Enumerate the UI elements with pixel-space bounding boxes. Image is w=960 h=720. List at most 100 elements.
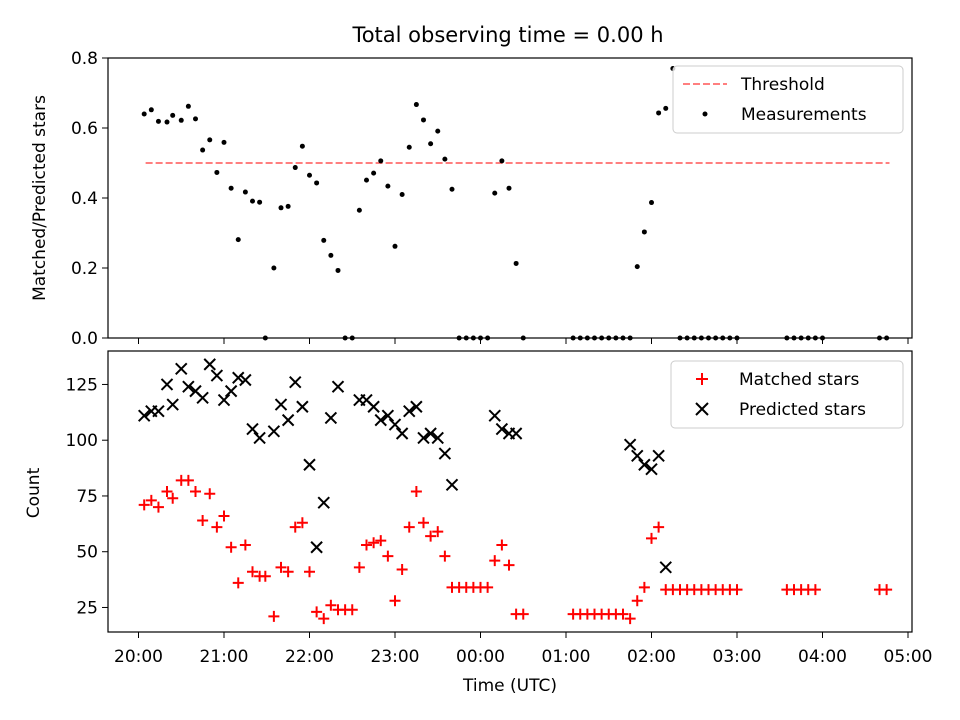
y-tick-label: 125 [66, 375, 98, 395]
legend-measurements-swatch [702, 111, 708, 117]
measurement-point [148, 107, 154, 113]
matched-star-point [145, 494, 157, 506]
matched-star-point [375, 535, 387, 547]
predicted-star-point [438, 447, 452, 460]
top-chart-title: Total observing time = 0.00 h [351, 23, 663, 47]
measurement-point [164, 119, 170, 125]
y-tick-label: 50 [76, 543, 98, 563]
matched-star-point [247, 566, 258, 578]
legend-matched-label: Matched stars [739, 370, 859, 390]
predicted-star-point [659, 561, 672, 574]
predicted-star-point [210, 369, 224, 382]
matched-star-point [382, 550, 394, 562]
measurement-point [385, 183, 391, 189]
measurement-point [641, 229, 647, 235]
y-tick-label: 0.8 [71, 49, 98, 69]
predicted-star-point [403, 405, 416, 418]
measurement-point [449, 186, 455, 192]
matched-star-point [138, 499, 150, 511]
predicted-star-point [410, 400, 423, 413]
matched-star-point [211, 521, 223, 533]
matched-star-point [282, 566, 294, 578]
measurement-point [228, 185, 234, 191]
measurement-point [242, 189, 248, 195]
predicted-star-point [424, 427, 437, 440]
matched-star-point [503, 559, 515, 571]
matched-star-point [197, 514, 209, 526]
matched-star-point [517, 608, 529, 620]
matched-star-point [152, 501, 164, 513]
measurement-point [185, 103, 191, 109]
top-x-ticks [138, 338, 909, 344]
predicted-star-point [445, 478, 459, 492]
x-tick-label: 01:00 [542, 647, 591, 667]
predicted-star-point [645, 462, 658, 476]
x-tick-label: 21:00 [200, 647, 249, 667]
predicted-star-point [166, 398, 179, 411]
measurement-point [292, 165, 298, 171]
measurement-point [285, 203, 291, 209]
predicted-star-point [374, 413, 387, 427]
matched-star-point [489, 555, 501, 567]
bottom-x-ticks: 20:00 21:00 22:00 23:00 00:00 01:00 02:00 03:00… [114, 632, 933, 667]
matched-star-point [182, 474, 194, 486]
measurement-point [235, 237, 241, 243]
measurement-point [178, 117, 184, 123]
predicted-star-point [289, 376, 302, 389]
matched-star-point [311, 606, 323, 618]
matched-star-point [731, 584, 743, 596]
predicted-star-point [652, 449, 665, 463]
predicted-star-point [317, 496, 330, 509]
matched-star-point [225, 541, 237, 553]
matched-star-point [389, 595, 401, 607]
measurement-point [421, 117, 426, 123]
bottom-y-ticks: 25 50 75 100 125 [66, 375, 108, 618]
predicted-star-point [638, 458, 651, 471]
matched-star-point [346, 604, 358, 616]
predicted-star-point [196, 391, 209, 405]
predicted-star-point [388, 418, 402, 431]
matched-star-point [482, 581, 494, 593]
predicted-star-point [175, 362, 188, 376]
measurement-point [492, 190, 498, 196]
predicted-star-point [239, 373, 252, 387]
matched-star-point [268, 610, 280, 622]
matched-star-point [325, 599, 337, 611]
x-tick-label: 00:00 [456, 647, 505, 667]
bottom-panel: Count Time (UTC) 25 50 75 100 125 20:00 21:00… [24, 350, 933, 696]
predicted-star-point [631, 449, 644, 463]
matched-star-point [368, 537, 380, 549]
measurement-point [314, 180, 320, 186]
matched-star-point [638, 581, 650, 593]
x-tick-label: 20:00 [114, 647, 163, 667]
y-tick-label: 0.0 [71, 329, 98, 349]
measurement-point [207, 137, 213, 143]
measurement-point [328, 252, 334, 258]
measurement-point [506, 185, 512, 191]
legend-matched-swatch [696, 373, 708, 385]
y-tick-label: 25 [76, 598, 98, 618]
x-axis-label: Time (UTC) [462, 676, 557, 696]
predicted-star-point [623, 438, 637, 451]
measurement-point [221, 139, 227, 145]
bottom-y-axis-label: Count [24, 467, 44, 518]
measurement-point [214, 169, 220, 175]
matched-star-point [396, 564, 408, 576]
measurement-point [663, 105, 669, 111]
measurement-point [499, 158, 505, 164]
measurement-point [307, 172, 312, 178]
predicted-star-point [509, 427, 523, 440]
measurement-point [378, 158, 384, 164]
matched-star-point [167, 492, 179, 504]
matched-star-point [361, 539, 372, 551]
legend-measurements-label: Measurements [741, 105, 867, 125]
predicted-star-point [267, 425, 281, 438]
matched-star-point [239, 539, 251, 551]
measurement-point [356, 207, 362, 213]
predicted-star-point [253, 431, 266, 445]
measurement-point [200, 147, 206, 153]
measurement-point [513, 260, 519, 266]
predicted-star-point [324, 411, 338, 425]
matched-stars-series [138, 474, 893, 625]
matched-star-point [410, 486, 422, 497]
